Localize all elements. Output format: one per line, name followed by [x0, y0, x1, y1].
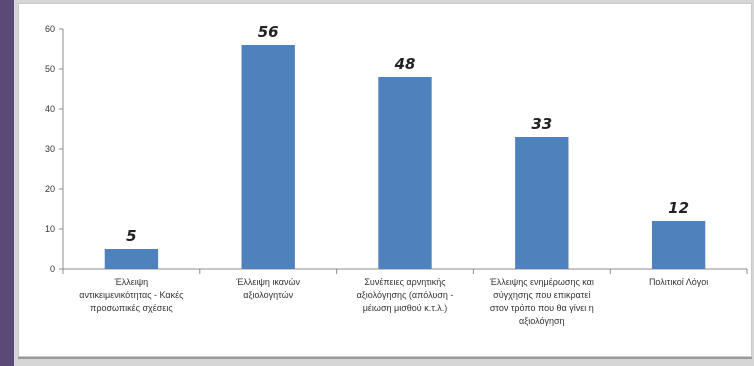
- bar: [104, 249, 159, 269]
- x-category-label: αξιολόγηση: [519, 316, 565, 326]
- y-tick-label: 60: [45, 24, 55, 34]
- y-tick-label: 40: [45, 104, 55, 114]
- x-category-label: αντικειμενικότητας - Κακές: [79, 290, 184, 300]
- chart-panel: 0 10 20 30 40 50 60 5 Έλλειψη αντικειμενικότητας …: [18, 3, 752, 357]
- x-category-label: σύγχησης που επικρατεί: [493, 290, 590, 300]
- x-category-label: προσωπικές σχέσεις: [90, 303, 173, 313]
- x-category-label: Συνέπειες αρνητικής: [364, 277, 446, 287]
- x-category-label: Έλλειψη: [114, 277, 149, 287]
- y-tick-label: 20: [45, 184, 55, 194]
- bar-chart: 0 10 20 30 40 50 60 5 Έλλειψη αντικειμενικότητας …: [45, 23, 748, 326]
- y-tick-label: 50: [45, 64, 55, 74]
- data-label: 33: [531, 115, 552, 133]
- bar: [651, 221, 706, 269]
- data-label: 56: [258, 23, 279, 41]
- x-category-label: αξιολογητών: [243, 290, 293, 300]
- data-label: 48: [394, 55, 416, 73]
- x-category-label: Έλλειψης ενημέρωσης και: [489, 277, 594, 287]
- y-tick-label: 10: [45, 224, 55, 234]
- x-category-label: στον τρόπο που θα γίνει η: [490, 303, 594, 313]
- bar: [378, 77, 432, 269]
- y-tick-label: 0: [50, 264, 55, 274]
- x-category-label: Πολιτικοί Λόγοι: [649, 277, 708, 287]
- x-category-label: Έλλειψη ικανών: [235, 277, 300, 287]
- data-label: 12: [668, 199, 689, 217]
- x-category-label: μέιωση μισθού κ.τ.λ.): [363, 303, 448, 313]
- x-category-label: αξιολόγησης (απόλυση -: [357, 290, 454, 300]
- bar: [241, 45, 295, 269]
- y-tick-label: 30: [45, 144, 55, 154]
- data-label: 5: [126, 227, 136, 245]
- bar: [515, 137, 569, 269]
